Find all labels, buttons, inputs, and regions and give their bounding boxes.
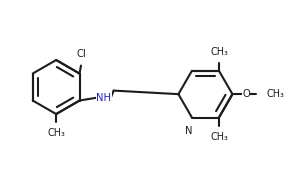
Text: Cl: Cl — [76, 49, 86, 59]
Text: CH₃: CH₃ — [210, 46, 228, 56]
Text: CH₃: CH₃ — [266, 89, 284, 99]
Text: CH₃: CH₃ — [210, 132, 228, 142]
Text: O: O — [242, 89, 250, 99]
Text: N: N — [185, 126, 193, 136]
Text: NH: NH — [96, 93, 111, 103]
Text: CH₃: CH₃ — [47, 128, 65, 138]
